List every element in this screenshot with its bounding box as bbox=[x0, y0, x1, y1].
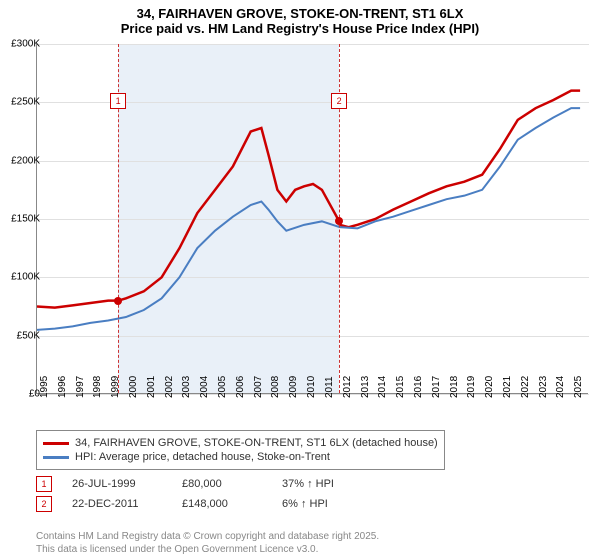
transaction-date: 22-DEC-2011 bbox=[72, 498, 162, 510]
transaction-row: 1 26-JUL-1999 £80,000 37% ↑ HPI bbox=[36, 476, 588, 492]
legend-label-hpi: HPI: Average price, detached house, Stok… bbox=[75, 451, 330, 463]
transaction-marker-1: 1 bbox=[36, 476, 52, 492]
chart-area: 12 1995199619971998199920002001200220032… bbox=[36, 44, 588, 394]
chart-title: 34, FAIRHAVEN GROVE, STOKE-ON-TRENT, ST1… bbox=[0, 0, 600, 36]
attribution-line1: Contains HM Land Registry data © Crown c… bbox=[36, 530, 379, 543]
transaction-price: £148,000 bbox=[182, 498, 262, 510]
plot: 12 bbox=[36, 44, 588, 394]
attribution: Contains HM Land Registry data © Crown c… bbox=[36, 530, 379, 556]
transaction-marker-2: 2 bbox=[36, 496, 52, 512]
legend-row-hpi: HPI: Average price, detached house, Stok… bbox=[43, 451, 438, 463]
transaction-price: £80,000 bbox=[182, 478, 262, 490]
legend-swatch-hpi bbox=[43, 456, 69, 459]
legend-swatch-property bbox=[43, 442, 69, 445]
legend-area: 34, FAIRHAVEN GROVE, STOKE-ON-TRENT, ST1… bbox=[36, 430, 588, 516]
title-line2: Price paid vs. HM Land Registry's House … bbox=[0, 21, 600, 36]
transaction-delta: 37% ↑ HPI bbox=[282, 478, 334, 490]
legend-label-property: 34, FAIRHAVEN GROVE, STOKE-ON-TRENT, ST1… bbox=[75, 437, 438, 449]
title-line1: 34, FAIRHAVEN GROVE, STOKE-ON-TRENT, ST1… bbox=[0, 6, 600, 21]
transaction-delta: 6% ↑ HPI bbox=[282, 498, 328, 510]
legend-box: 34, FAIRHAVEN GROVE, STOKE-ON-TRENT, ST1… bbox=[36, 430, 445, 470]
attribution-line2: This data is licensed under the Open Gov… bbox=[36, 543, 379, 556]
transaction-rows: 1 26-JUL-1999 £80,000 37% ↑ HPI 2 22-DEC… bbox=[36, 476, 588, 512]
transaction-date: 26-JUL-1999 bbox=[72, 478, 162, 490]
transaction-row: 2 22-DEC-2011 £148,000 6% ↑ HPI bbox=[36, 496, 588, 512]
legend-row-property: 34, FAIRHAVEN GROVE, STOKE-ON-TRENT, ST1… bbox=[43, 437, 438, 449]
